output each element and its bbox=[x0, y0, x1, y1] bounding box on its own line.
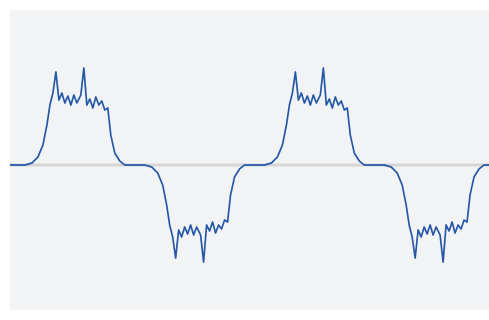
plot-background bbox=[10, 10, 489, 310]
signal-line bbox=[10, 67, 489, 263]
